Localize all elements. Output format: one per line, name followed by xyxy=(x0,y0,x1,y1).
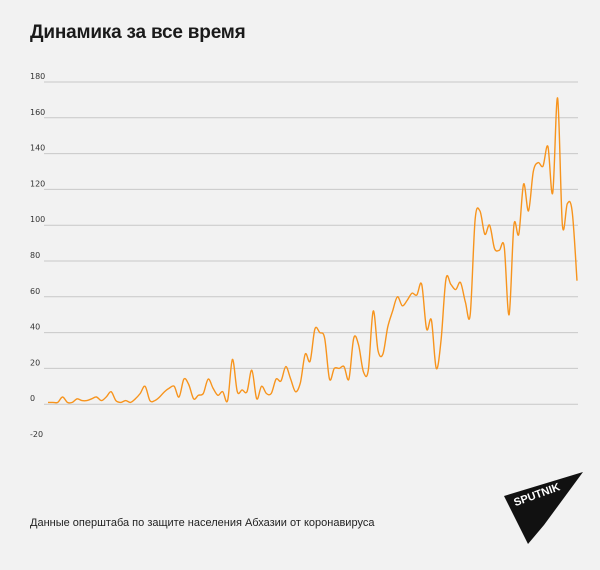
y-tick-label: 100 xyxy=(30,215,45,224)
y-tick-label: 60 xyxy=(30,287,40,296)
y-tick-label: 20 xyxy=(30,358,40,367)
y-tick-label: 140 xyxy=(30,144,45,153)
y-tick-label: 120 xyxy=(30,179,45,188)
series-line xyxy=(48,97,578,404)
y-axis-labels: 180 160 140 120 100 80 60 40 20 0 -20 xyxy=(30,72,45,439)
y-tick-label: 0 xyxy=(30,394,35,403)
source-note: Данные оперштаба по защите населения Абх… xyxy=(30,517,375,529)
y-tick-label: -20 xyxy=(30,430,43,439)
y-tick-label: 180 xyxy=(30,72,45,81)
y-tick-label: 40 xyxy=(30,323,40,332)
y-tick-label: 160 xyxy=(30,108,45,117)
series-layer xyxy=(48,97,578,404)
y-tick-label: 80 xyxy=(30,251,40,260)
chart-title: Динамика за все время xyxy=(30,22,246,43)
sputnik-logo-shape xyxy=(504,472,583,544)
grid-layer xyxy=(44,81,578,405)
